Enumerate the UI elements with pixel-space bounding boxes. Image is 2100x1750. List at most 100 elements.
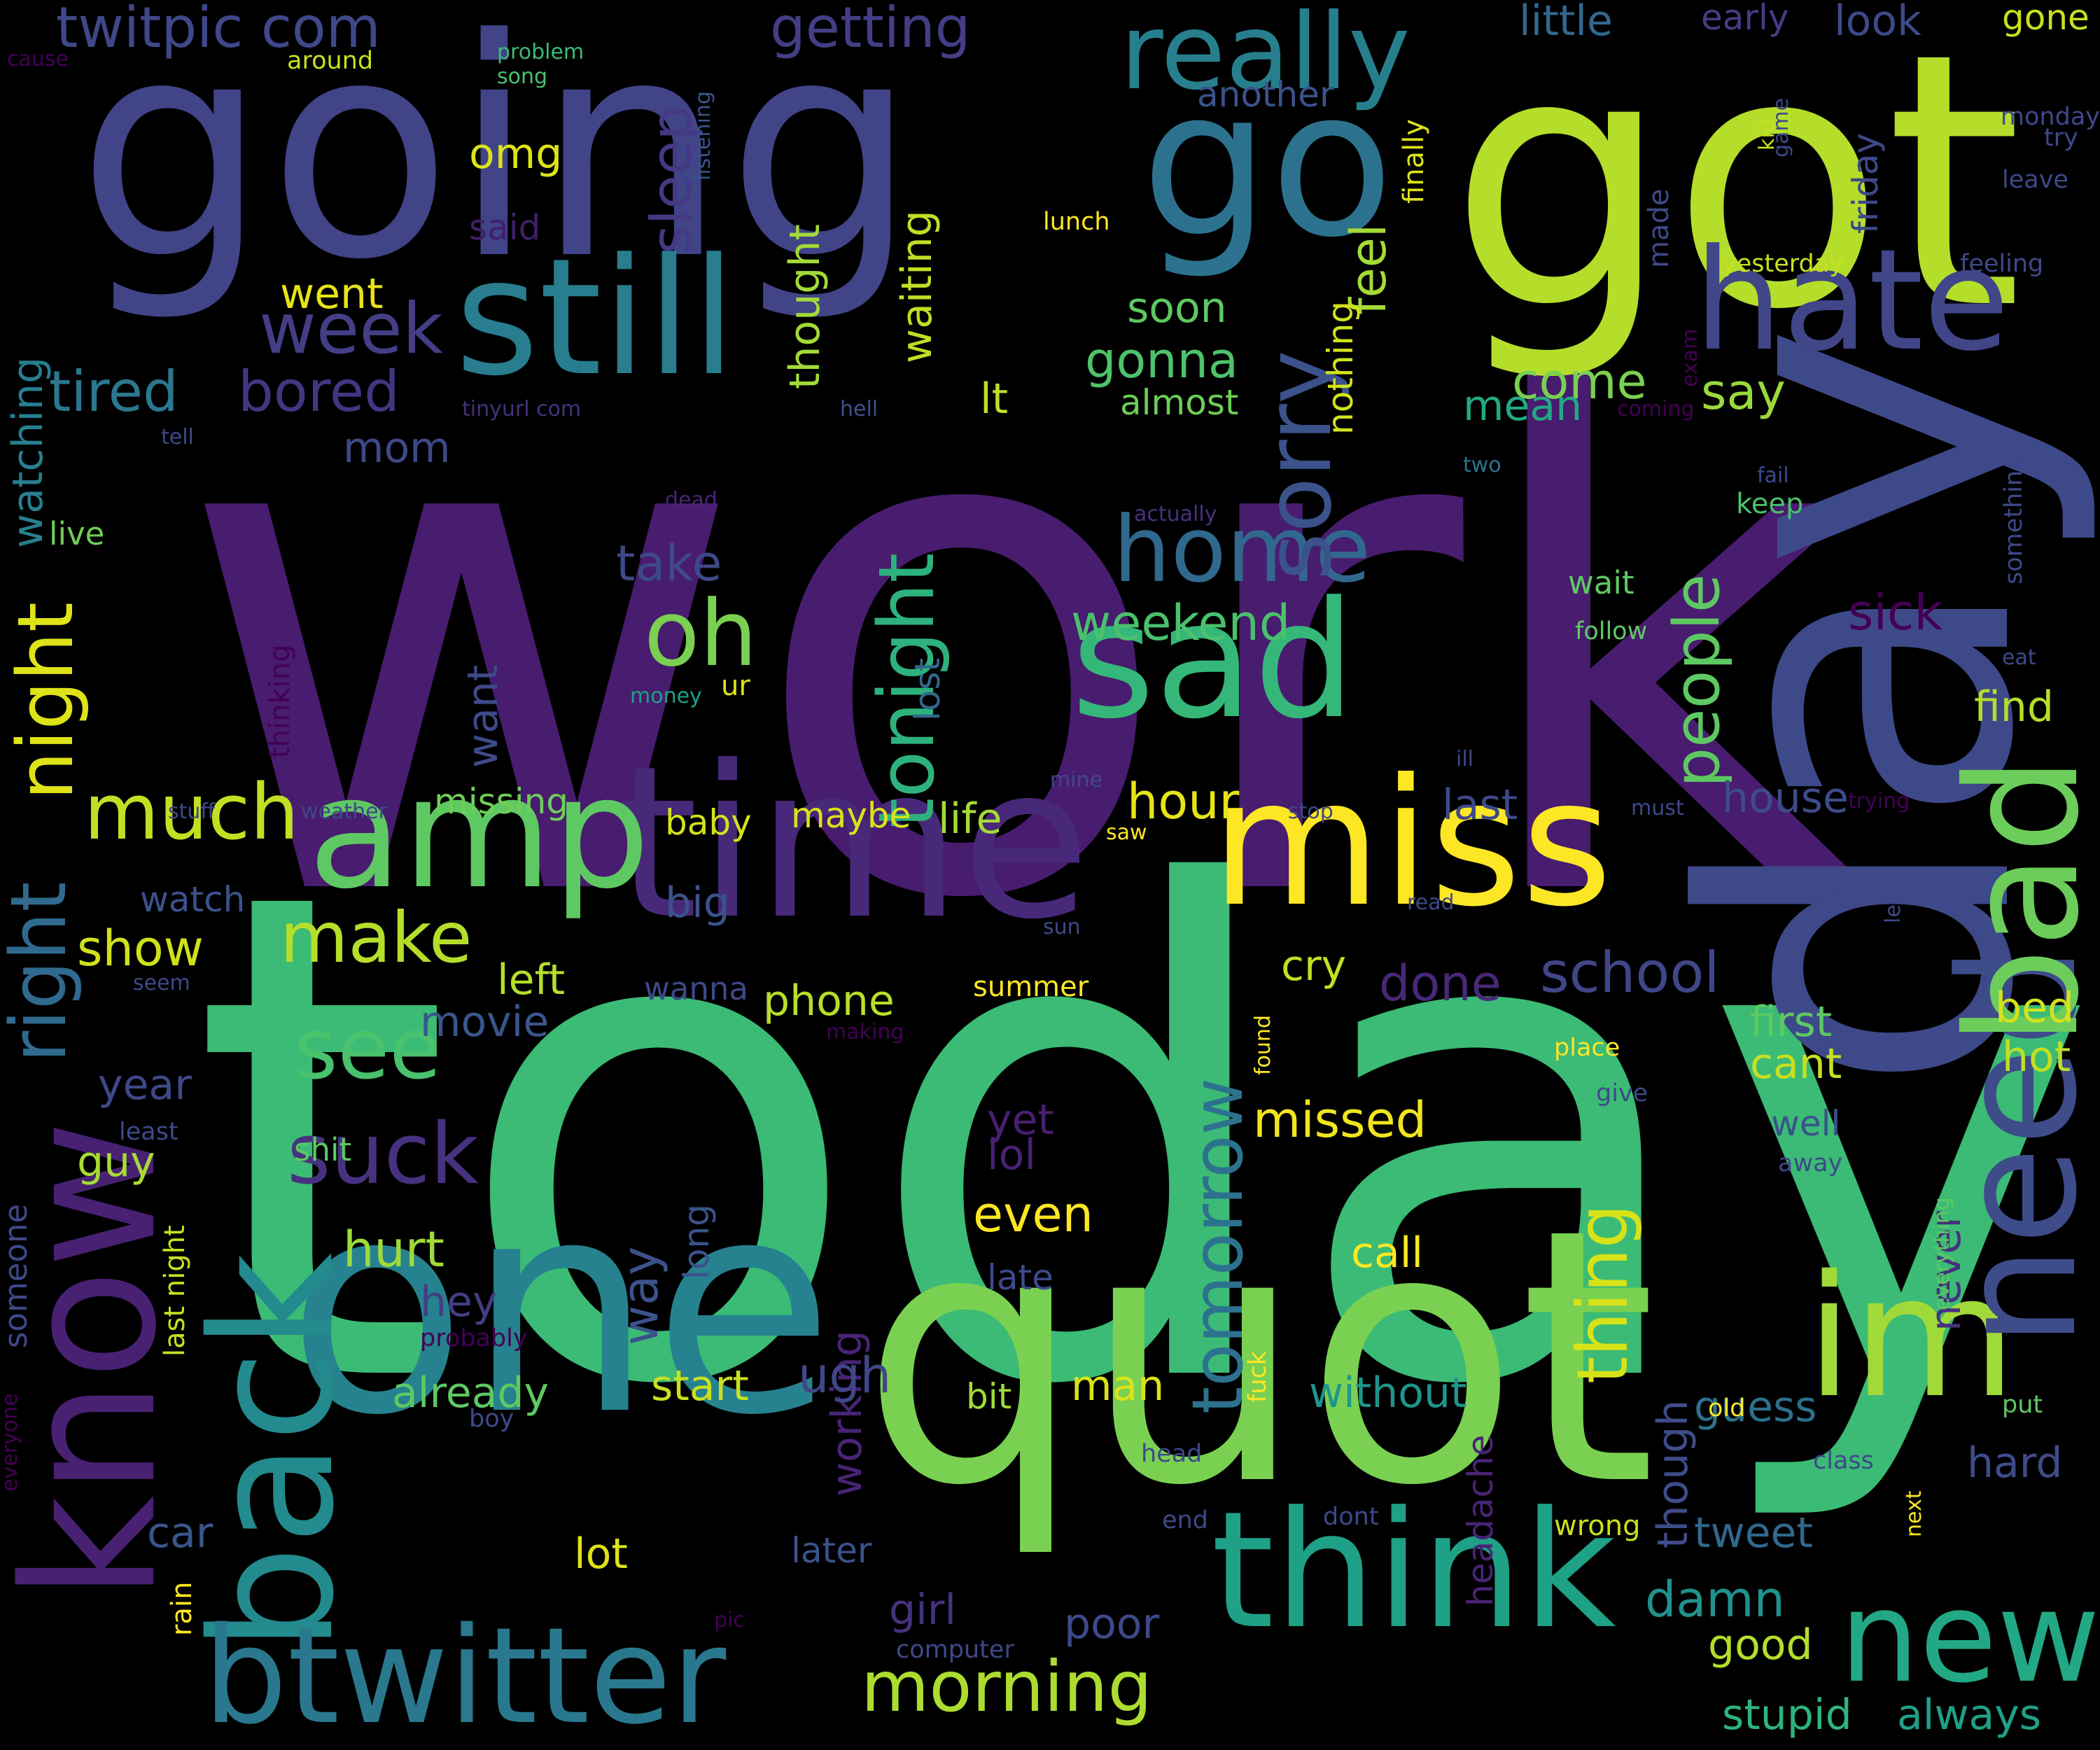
word-people: people — [1660, 573, 1734, 788]
word-almost: almost — [1120, 382, 1239, 423]
word-follow: follow — [1575, 617, 1648, 645]
word-hour: hour — [1127, 773, 1240, 830]
word-school: school — [1540, 940, 1720, 1005]
word-wait: wait — [1568, 564, 1634, 601]
word-new: new — [1839, 1564, 2100, 1711]
word-got: got — [1449, 0, 2023, 386]
word-going: going — [77, 0, 918, 326]
word-weather: weather — [301, 799, 387, 824]
word-sun: sun — [1043, 915, 1081, 939]
word-really: really — [1120, 0, 1410, 113]
word-keep: keep — [1736, 488, 1804, 520]
word-end: end — [1162, 1506, 1208, 1534]
word-yet: yet — [987, 1096, 1054, 1144]
word-left: left — [497, 955, 566, 1004]
word-lunch: lunch — [1043, 208, 1110, 236]
word-much: much — [84, 767, 300, 857]
word-fail: fail — [1757, 463, 1789, 488]
word-lost: lost — [907, 657, 948, 721]
word-hey: hey — [420, 1278, 498, 1326]
word-dont: dont — [1323, 1503, 1379, 1531]
word-exam: exam — [1678, 328, 1702, 387]
word-live: live — [49, 515, 105, 552]
word-next: next — [1902, 1490, 1926, 1537]
word-wrong: wrong — [1554, 1510, 1641, 1542]
word-hard: hard — [1967, 1438, 2063, 1488]
word-maybe: maybe — [791, 795, 911, 836]
word-making: making — [826, 1020, 904, 1044]
word-hot: hot — [2002, 1032, 2071, 1082]
word-life: life — [938, 794, 1002, 844]
word-morning: morning — [861, 1646, 1152, 1728]
word-listening: listening — [691, 91, 715, 181]
word-last-night: last night — [159, 1225, 191, 1357]
word-oh: oh — [644, 580, 757, 687]
word-car: car — [147, 1508, 214, 1558]
word-seem: seem — [133, 971, 190, 995]
word-another: another — [1197, 74, 1334, 115]
word-damn: damn — [1645, 1571, 1785, 1628]
word-cause: cause — [7, 47, 69, 71]
word-tweet: tweet — [1694, 1508, 1813, 1558]
word-yesterday: yesterday — [1722, 250, 1844, 278]
word-cry: cry — [1281, 941, 1347, 990]
word-game: game — [1769, 97, 1793, 158]
word-house: house — [1722, 774, 1849, 822]
word-must: must — [1631, 796, 1684, 820]
word-actually: actually — [1134, 502, 1217, 526]
word-btwitter: btwitter — [203, 1599, 727, 1750]
word-least: least — [119, 1118, 178, 1146]
word-ugh: ugh — [798, 1347, 892, 1404]
word-leave: leave — [2002, 166, 2068, 194]
word-amp: amp — [308, 743, 650, 923]
word-back: back — [175, 1252, 371, 1652]
word-thing: thing — [1562, 1203, 1644, 1384]
word-take: take — [616, 535, 722, 592]
word-boy: boy — [469, 1405, 514, 1433]
word-someone: someone — [0, 1203, 34, 1348]
word-twitpic-com: twitpic com — [56, 0, 381, 60]
word-lol: lol — [987, 1130, 1037, 1180]
word-went: went — [280, 270, 384, 318]
word-gonna: gonna — [1085, 332, 1238, 389]
word-well: well — [1771, 1103, 1841, 1144]
word-tomorrow: tomorrow — [1177, 1077, 1259, 1414]
word-finally: finally — [1398, 119, 1430, 204]
word-long: long — [676, 1204, 717, 1280]
word-computer: computer — [896, 1636, 1014, 1664]
word-monday: monday — [2000, 103, 2100, 131]
word-want: want — [458, 664, 507, 768]
word-nothing: nothing — [1320, 301, 1361, 435]
word-feeling: feeling — [1960, 250, 2044, 278]
word-made: made — [1643, 188, 1675, 268]
word-first: first — [1750, 997, 1833, 1046]
word-go: go — [1141, 46, 1394, 282]
word-start: start — [651, 1362, 749, 1410]
word-job: job — [1813, 883, 1845, 908]
word-without: without — [1309, 1368, 1467, 1418]
word-waiting: waiting — [892, 210, 941, 363]
word-mine: mine — [1050, 768, 1103, 792]
word-still: still — [455, 225, 736, 412]
word-mom: mom — [343, 424, 451, 472]
word-bit: bit — [966, 1376, 1012, 1417]
word-hate: hate — [1694, 219, 2010, 382]
word-quot: quot — [861, 1154, 1657, 1562]
word-trying: trying — [1848, 789, 1910, 813]
word-sick: sick — [1848, 584, 1942, 641]
word-ill: ill — [1456, 747, 1474, 771]
word-problem: problem — [497, 40, 584, 64]
word-read: read — [1407, 890, 1455, 915]
word-class: class — [1813, 1447, 1874, 1475]
word-today: today — [189, 750, 2100, 1532]
word-mean: mean — [1463, 382, 1583, 430]
word-already: already — [392, 1368, 550, 1418]
word-summer: summer — [973, 971, 1089, 1003]
word-let: let — [1881, 896, 1905, 923]
word-always: always — [1897, 1690, 2042, 1740]
word-lot: lot — [574, 1530, 628, 1578]
word-early: early — [1701, 0, 1789, 38]
word-tired: tired — [49, 359, 178, 424]
word-though: though — [1648, 1399, 1698, 1548]
word-saw: saw — [1106, 820, 1147, 845]
